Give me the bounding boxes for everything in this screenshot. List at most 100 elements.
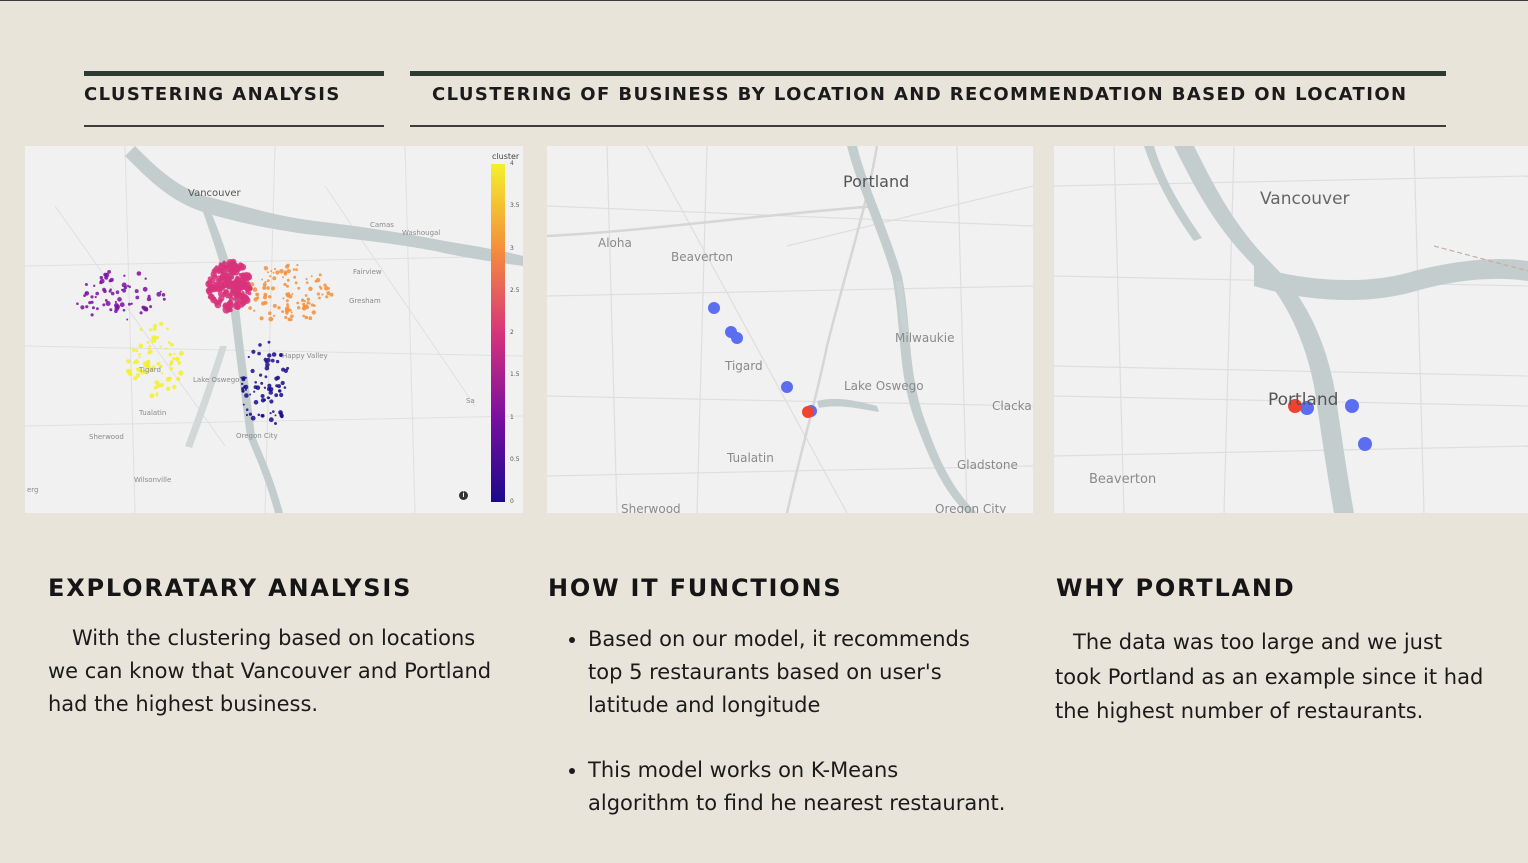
label-lake-oswego: Lake Oswego	[193, 376, 240, 384]
cluster-point	[286, 269, 291, 274]
cluster-point	[248, 412, 252, 416]
cluster-point	[102, 303, 106, 307]
cluster-point	[218, 298, 223, 303]
recommendation-points	[708, 302, 817, 418]
cluster-point	[154, 380, 160, 385]
cluster-point	[207, 276, 213, 282]
user-location-point[interactable]	[1288, 399, 1302, 413]
cluster-point	[223, 289, 229, 294]
recommendation-map[interactable]: Portland Aloha Beaverton Milwaukie Tigar…	[547, 146, 1033, 513]
cluster-point	[283, 282, 287, 287]
cluster-point	[280, 414, 284, 419]
cluster-point	[280, 380, 285, 386]
cluster-point	[279, 353, 283, 357]
cluster-point	[88, 301, 92, 305]
recommended-restaurant-point[interactable]	[731, 332, 743, 344]
cluster-point	[248, 306, 252, 310]
cluster-point	[103, 272, 108, 277]
cluster-point	[107, 270, 111, 274]
label-oregon-city: Oregon City	[935, 502, 1007, 513]
cluster-point	[153, 385, 158, 390]
cluster-point	[207, 293, 214, 300]
cluster-point	[241, 377, 246, 382]
cluster-point	[147, 367, 153, 373]
cluster-point	[95, 291, 99, 296]
portland-map[interactable]: Vancouver Portland Beaverton	[1054, 146, 1528, 513]
cluster-point	[260, 394, 265, 398]
cluster-point	[285, 264, 290, 269]
cluster-point	[245, 376, 247, 379]
cluster-point	[148, 344, 152, 348]
cluster-point	[122, 288, 127, 293]
cluster-point	[134, 359, 139, 365]
exploratory-analysis-title: EXPLORATARY ANALYSIS	[48, 574, 413, 602]
cluster-point	[99, 281, 103, 285]
cluster-point	[290, 311, 293, 314]
cluster-point	[94, 295, 97, 299]
cluster-point	[226, 285, 231, 290]
cluster-point	[302, 304, 307, 309]
cluster-point	[255, 292, 259, 297]
colorbar-tick-label: 1	[510, 413, 514, 421]
recommended-restaurant-point[interactable]	[781, 381, 793, 393]
text-line: Based on our model, it recommends	[588, 627, 970, 651]
colorbar-title: cluster	[492, 152, 520, 161]
cluster-point	[172, 357, 176, 361]
label-clacka: Clacka	[992, 399, 1032, 413]
cluster-point	[155, 394, 159, 397]
info-icon[interactable]: i	[459, 491, 468, 500]
cluster-point	[172, 384, 177, 390]
cluster-point	[260, 413, 265, 418]
cluster-point	[273, 267, 277, 271]
recommended-restaurant-point[interactable]	[708, 302, 720, 314]
cluster-point	[169, 367, 173, 371]
header-clustering-analysis: CLUSTERING ANALYSIS	[84, 71, 384, 127]
header-rule	[84, 125, 384, 127]
label-tualatin: Tualatin	[139, 409, 167, 417]
cluster-point	[161, 372, 164, 375]
text-line: algorithm to find he nearest restaurant.	[588, 791, 1006, 815]
cluster-point	[296, 301, 300, 305]
cluster-point	[231, 269, 238, 275]
label-tigard: Tigard	[139, 366, 161, 374]
cluster-point	[301, 307, 305, 310]
cluster-point	[165, 347, 168, 350]
label-camas: Camas	[370, 221, 394, 229]
cluster-point	[265, 362, 270, 367]
cluster-point	[286, 305, 290, 308]
cluster-point	[222, 280, 228, 285]
text-line: took Portland as an example since it had	[1055, 664, 1484, 689]
cluster-point	[279, 269, 284, 274]
cluster-map[interactable]: cluster 4 3.5 3 2.5 2 1.5 1 0.5 0 Vancouver Cama…	[25, 146, 523, 513]
cluster-point	[270, 270, 273, 273]
cluster-point	[230, 289, 235, 294]
cluster-point	[211, 268, 217, 274]
header-title: CLUSTERING ANALYSIS	[84, 84, 341, 105]
recommended-restaurant-point[interactable]	[1300, 401, 1314, 415]
cluster-point	[152, 327, 157, 331]
recommended-restaurant-point[interactable]	[1345, 399, 1359, 413]
cluster-point	[220, 284, 226, 290]
colorbar	[491, 164, 505, 502]
cluster-point	[266, 286, 270, 290]
recommended-restaurant-point[interactable]	[1358, 437, 1372, 451]
cluster-point	[139, 311, 143, 315]
cluster-point	[290, 314, 294, 319]
cluster-point	[296, 263, 299, 267]
cluster-point	[178, 350, 184, 356]
cluster-point	[233, 292, 238, 297]
label-tualatin: Tualatin	[727, 451, 774, 465]
user-location-point[interactable]	[802, 406, 814, 418]
cluster-point	[268, 316, 274, 322]
colorbar-tick-label: 3	[510, 244, 514, 252]
why-portland-title: WHY PORTLAND	[1056, 574, 1296, 602]
cluster-point	[262, 398, 266, 402]
cluster-point	[308, 286, 313, 291]
cluster-point	[297, 306, 301, 310]
cluster-point	[292, 268, 296, 271]
label-erg: erg	[27, 486, 39, 494]
cluster-point	[247, 291, 252, 296]
cluster-point	[105, 301, 111, 306]
cluster-point	[147, 347, 151, 351]
cluster-point	[302, 314, 306, 318]
